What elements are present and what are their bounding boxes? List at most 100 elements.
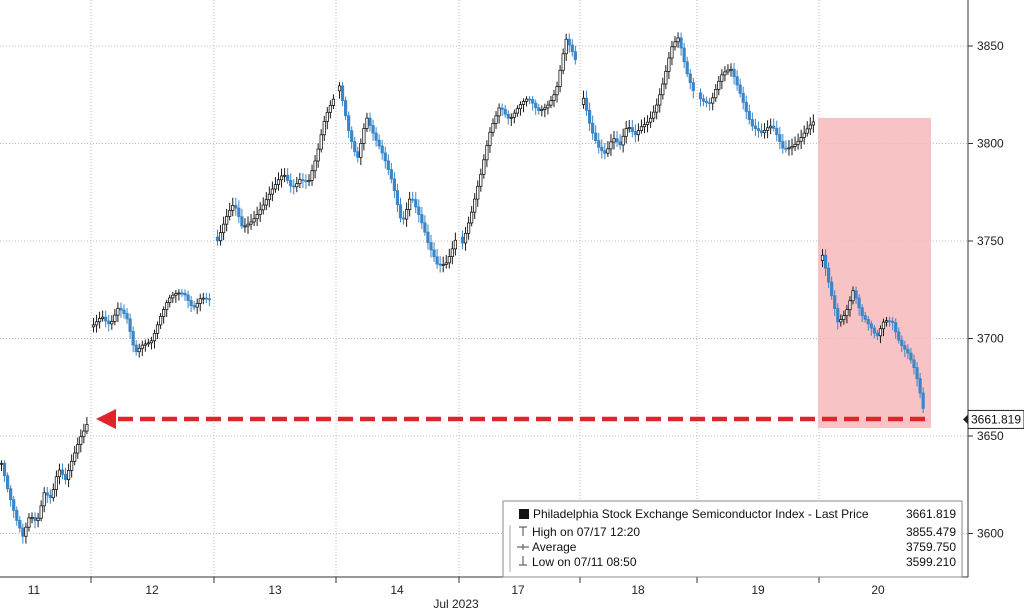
- candle-body: [368, 117, 372, 126]
- candle-body: [2, 462, 7, 477]
- candle-body: [784, 147, 788, 150]
- candle-body: [350, 130, 354, 142]
- candle-body: [473, 198, 477, 213]
- candle-body: [276, 179, 281, 186]
- candle-body: [723, 71, 727, 76]
- candle-body: [240, 216, 244, 227]
- x-tick-label: 19: [751, 583, 765, 597]
- candle-body: [423, 222, 427, 233]
- candle-body: [591, 122, 595, 134]
- candle-body: [30, 516, 34, 519]
- candle-body: [231, 205, 235, 211]
- candle-body: [444, 262, 448, 265]
- candle-body: [830, 281, 834, 297]
- candle-body: [377, 139, 381, 147]
- candle-body: [918, 378, 922, 394]
- candle-body: [658, 94, 662, 106]
- candle-body: [189, 300, 193, 307]
- candle-body: [594, 132, 598, 141]
- legend-title: Philadelphia Stock Exchange Semiconducto…: [533, 507, 869, 521]
- candle-body: [261, 204, 265, 211]
- candle-body: [218, 232, 223, 242]
- candle-body: [778, 134, 782, 143]
- candle-body: [860, 307, 864, 317]
- legend-row: Low on 07/11 08:50 3599.210: [519, 555, 956, 569]
- candle-body: [279, 175, 284, 181]
- candle-body: [900, 339, 904, 347]
- candle-body: [140, 344, 144, 349]
- candle-body: [313, 160, 317, 172]
- y-tick-label: 3700: [977, 332, 1004, 346]
- candle-body: [793, 143, 797, 147]
- candle-body: [21, 527, 25, 537]
- candle-body: [600, 146, 604, 152]
- candle-body: [543, 107, 547, 110]
- candle-body: [518, 104, 523, 110]
- candle-body: [878, 328, 883, 337]
- candle-body: [612, 138, 616, 143]
- candle-body: [909, 352, 913, 361]
- candle-body: [316, 148, 320, 162]
- candle-body: [494, 115, 498, 124]
- candle-body: [691, 82, 695, 92]
- y-tick-label: 3750: [977, 234, 1004, 248]
- candle-body: [447, 256, 451, 264]
- candle-body: [891, 320, 895, 323]
- candle-body: [429, 242, 433, 251]
- candle-body: [570, 44, 574, 53]
- candle-body: [24, 526, 28, 537]
- candle-body: [603, 150, 607, 154]
- candle-body: [234, 205, 238, 209]
- candle-body: [0, 462, 4, 465]
- candle-body: [319, 134, 323, 150]
- x-tick-label: 17: [511, 583, 525, 597]
- candle-body: [36, 517, 40, 521]
- candle-body: [497, 107, 501, 117]
- candle-body: [371, 125, 375, 134]
- candle-body: [537, 107, 541, 112]
- candle-body: [383, 152, 387, 162]
- candle-body: [609, 141, 613, 150]
- candle-body: [555, 86, 559, 96]
- candle-body: [772, 125, 776, 129]
- candle-body: [597, 140, 601, 148]
- candle-body: [482, 159, 486, 175]
- candle-body: [747, 111, 751, 120]
- x-tick-label: 14: [390, 583, 404, 597]
- candle-body: [884, 320, 889, 323]
- candle-body: [343, 100, 348, 117]
- candle-body: [875, 332, 880, 337]
- candle-body: [540, 109, 544, 112]
- candle-body: [152, 332, 157, 342]
- legend-row-value: 3855.479: [906, 525, 956, 539]
- candle-body: [581, 97, 586, 105]
- y-tick-label: 3800: [977, 137, 1004, 151]
- candle-body: [567, 38, 571, 46]
- candle-body: [258, 209, 262, 215]
- candle-body: [131, 331, 135, 346]
- candle-body: [903, 345, 907, 350]
- candle-body: [389, 169, 393, 180]
- candle-body: [356, 151, 360, 158]
- candle-body: [110, 321, 114, 325]
- candle-body: [60, 469, 65, 475]
- candle-body: [204, 297, 208, 300]
- candle-body: [775, 127, 779, 136]
- candle-body: [606, 148, 610, 154]
- candle-body: [857, 297, 861, 309]
- candle-body: [82, 430, 86, 438]
- candle-body: [827, 267, 831, 283]
- last-price-pointer: [963, 414, 968, 425]
- candle-body: [9, 488, 13, 501]
- candle-body: [698, 92, 703, 100]
- candle-body: [639, 126, 644, 131]
- candle-body: [255, 214, 259, 220]
- candle-body: [453, 239, 458, 250]
- candle-body: [73, 452, 77, 462]
- candle-body: [165, 302, 169, 310]
- candle-body: [750, 119, 754, 127]
- candle-body: [842, 315, 846, 321]
- candle-body: [186, 294, 190, 301]
- candle-body: [162, 309, 166, 317]
- candle-body: [897, 331, 901, 341]
